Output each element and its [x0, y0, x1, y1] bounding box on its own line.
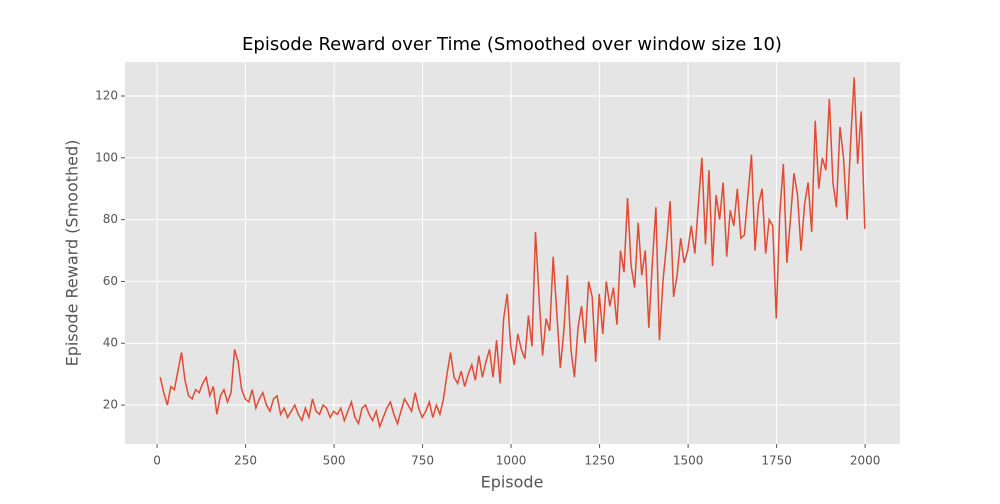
y-tick-label: 40: [103, 336, 118, 350]
y-tick-label: 80: [103, 212, 118, 226]
y-tick-label: 60: [103, 274, 118, 288]
y-tick-label: 20: [103, 398, 118, 412]
x-tick-label: 250: [234, 454, 257, 468]
y-axis-label: Episode Reward (Smoothed): [63, 140, 82, 367]
x-tick-label: 500: [323, 454, 346, 468]
x-tick-label: 2000: [850, 454, 881, 468]
x-tick-label: 1000: [496, 454, 527, 468]
plot-area: [125, 62, 900, 444]
x-tick-label: 750: [411, 454, 434, 468]
x-axis-label: Episode: [481, 473, 544, 492]
x-tick-label: 1250: [584, 454, 615, 468]
chart-title: Episode Reward over Time (Smoothed over …: [242, 34, 782, 55]
x-tick-label: 1750: [761, 454, 792, 468]
y-tick-label: 100: [95, 150, 118, 164]
y-tick-label: 120: [95, 88, 118, 102]
data-line: [159, 77, 866, 430]
x-tick-label: 0: [153, 454, 161, 468]
x-tick-label: 1500: [673, 454, 704, 468]
